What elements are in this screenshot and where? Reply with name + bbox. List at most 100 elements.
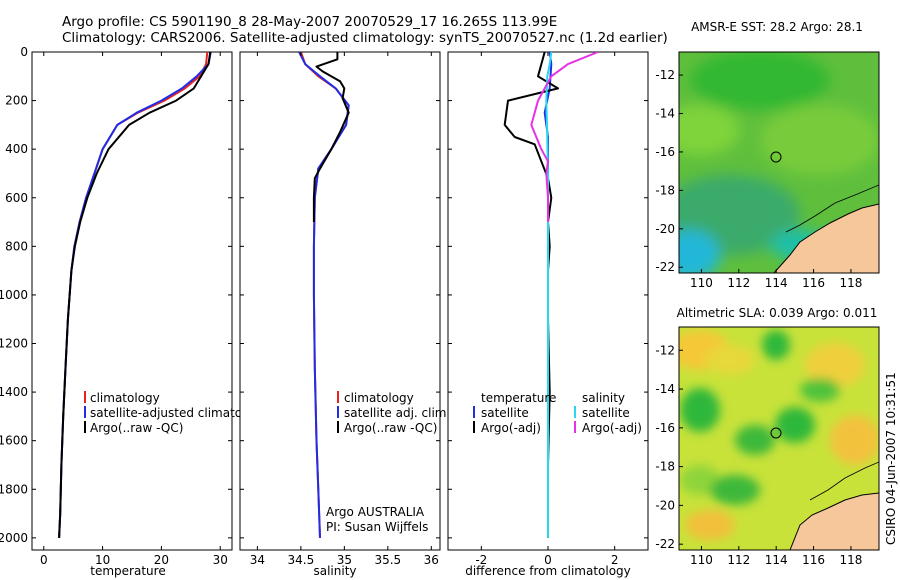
sla-map-frame xyxy=(678,326,880,551)
map-y-tick-label: -16 xyxy=(655,421,675,435)
map-y-tick-label: -20 xyxy=(655,222,675,236)
sst-warm-patch xyxy=(690,52,830,110)
series-line-1 xyxy=(298,52,350,538)
legend-label-climatology: climatology xyxy=(90,391,160,405)
sst-map-image xyxy=(679,52,879,273)
map-x-tick-label: 110 xyxy=(690,553,713,567)
x-tick-label: 20 xyxy=(154,553,169,567)
sla-low-patch xyxy=(735,425,775,455)
map-x-tick-label: 118 xyxy=(840,553,863,567)
salinity-series xyxy=(298,52,350,538)
y-tick-label: 200 xyxy=(5,94,28,108)
map-y-tick-label: -16 xyxy=(655,145,675,159)
argo-australia-label: Argo AUSTRALIA xyxy=(326,505,425,519)
sst-cold-patch xyxy=(679,230,720,273)
map-x-tick-label: 116 xyxy=(802,276,825,290)
x-tick-label: 34.5 xyxy=(288,553,315,567)
sst-patch xyxy=(760,105,879,175)
legend-label-satellite: satellite adj. clim. xyxy=(344,406,450,420)
legend-label-temp-argo: Argo(-adj) xyxy=(481,421,541,435)
sla-high-patch xyxy=(805,343,865,387)
x-tick-label: 0 xyxy=(40,553,48,567)
legend-label-sal-argo: Argo(-adj) xyxy=(582,421,642,435)
series-line-2 xyxy=(58,52,212,538)
csiro-timestamp: CSIRO 04-Jun-2007 10:31:51 xyxy=(884,372,898,545)
map-x-tick-label: 114 xyxy=(765,276,788,290)
temperature-series xyxy=(58,52,212,538)
temperature-axes-box xyxy=(31,51,233,551)
sla-map-title: Altimetric SLA: 0.039 Argo: 0.011 xyxy=(677,306,878,320)
temperature-legend: climatology satellite-adjusted climatolo… xyxy=(84,391,260,435)
legend-label-argo: Argo(..raw -QC) xyxy=(344,421,437,435)
sst-cool-patch xyxy=(679,175,800,255)
difference-legend: temperature satellite Argo(-adj) salinit… xyxy=(473,391,642,435)
map-y-tick-label: -12 xyxy=(655,68,675,82)
x-tick-label: 2 xyxy=(611,553,619,567)
sla-land xyxy=(789,492,879,550)
map-x-tick-label: 116 xyxy=(802,553,825,567)
map-y-tick-label: -12 xyxy=(655,343,675,357)
sst-map-ticks: 110 112 114 116 118 -12 -14 -16 -18 -20 -22 xyxy=(655,68,862,290)
sla-high-patch xyxy=(830,415,879,465)
map-y-tick-label: -20 xyxy=(655,498,675,512)
x-tick-label: 30 xyxy=(213,553,228,567)
y-tick-label: 1200 xyxy=(0,337,28,351)
series-line-2 xyxy=(312,52,350,222)
difference-panel: -2 0 2 difference from climatology tempera… xyxy=(447,51,649,578)
sla-map-image xyxy=(679,327,879,550)
legend-label-temp-satellite: satellite xyxy=(481,406,529,420)
map-x-tick-label: 112 xyxy=(727,553,750,567)
map-y-tick-label: -22 xyxy=(655,260,675,274)
map-y-tick-label: -14 xyxy=(655,106,675,120)
salinity-ticks: 34 34.5 35 35.5 36 xyxy=(240,51,440,567)
sla-high-patch xyxy=(685,510,735,540)
legend-label-climatology: climatology xyxy=(344,391,414,405)
legend-heading-temperature: temperature xyxy=(481,391,556,405)
pi-label: PI: Susan Wijffels xyxy=(326,520,428,534)
y-tick-label: 1400 xyxy=(0,385,28,399)
sst-map-title: AMSR-E SST: 28.2 Argo: 28.1 xyxy=(691,20,863,34)
sla-low-patch xyxy=(762,330,790,360)
sla-map-ticks: 110 112 114 116 118 -12 -14 -16 -18 -20 -22 xyxy=(655,343,862,567)
y-tick-label: 2000 xyxy=(0,531,28,545)
map-y-tick-label: -14 xyxy=(655,382,675,396)
salinity-xlabel: salinity xyxy=(313,564,356,578)
x-tick-label: 35.5 xyxy=(374,553,401,567)
difference-series xyxy=(503,52,599,538)
sla-argo-location-marker xyxy=(770,427,782,439)
sst-map-frame xyxy=(678,51,880,274)
series-line-3 xyxy=(530,52,599,222)
temperature-xlabel: temperature xyxy=(90,564,165,578)
y-tick-label: 0 xyxy=(20,45,28,59)
map-y-tick-label: -22 xyxy=(655,537,675,551)
sla-low-patch xyxy=(775,407,815,443)
y-tick-label: 600 xyxy=(5,191,28,205)
y-tick-label: 800 xyxy=(5,239,28,253)
y-tick-label: 1600 xyxy=(0,434,28,448)
sla-bathymetry-contour xyxy=(809,461,879,501)
legend-label-sal-satellite: satellite xyxy=(582,406,630,420)
sst-bathymetry-contour xyxy=(785,184,879,233)
y-tick-label: 1000 xyxy=(0,288,28,302)
salinity-panel: 34 34.5 35 35.5 36 salinity climatology sate… xyxy=(239,51,450,578)
x-tick-label: 36 xyxy=(424,553,439,567)
sla-low-patch xyxy=(800,378,840,402)
sla-map-panel: Altimetric SLA: 0.039 Argo: 0.011 xyxy=(655,306,880,567)
series-line-2 xyxy=(545,52,553,538)
sst-argo-location-marker xyxy=(770,151,782,163)
legend-heading-salinity: salinity xyxy=(582,391,625,405)
x-tick-label: 0 xyxy=(544,553,552,567)
x-tick-label: 34 xyxy=(250,553,265,567)
temperature-ticks: 0 10 20 30 0 200 400 600 800 1000 1200 1400 1600 1800… xyxy=(0,45,232,567)
map-x-tick-label: 114 xyxy=(765,553,788,567)
map-y-tick-label: -18 xyxy=(655,460,675,474)
x-tick-label: -2 xyxy=(475,553,487,567)
y-tick-label: 400 xyxy=(5,142,28,156)
map-x-tick-label: 112 xyxy=(727,276,750,290)
y-tick-label: 1800 xyxy=(0,482,28,496)
difference-xlabel: difference from climatology xyxy=(465,564,631,578)
difference-ticks: -2 0 2 xyxy=(448,51,648,567)
title-line-1: Argo profile: CS 5901190_8 28-May-2007 2… xyxy=(62,14,557,30)
sst-land xyxy=(773,203,879,273)
